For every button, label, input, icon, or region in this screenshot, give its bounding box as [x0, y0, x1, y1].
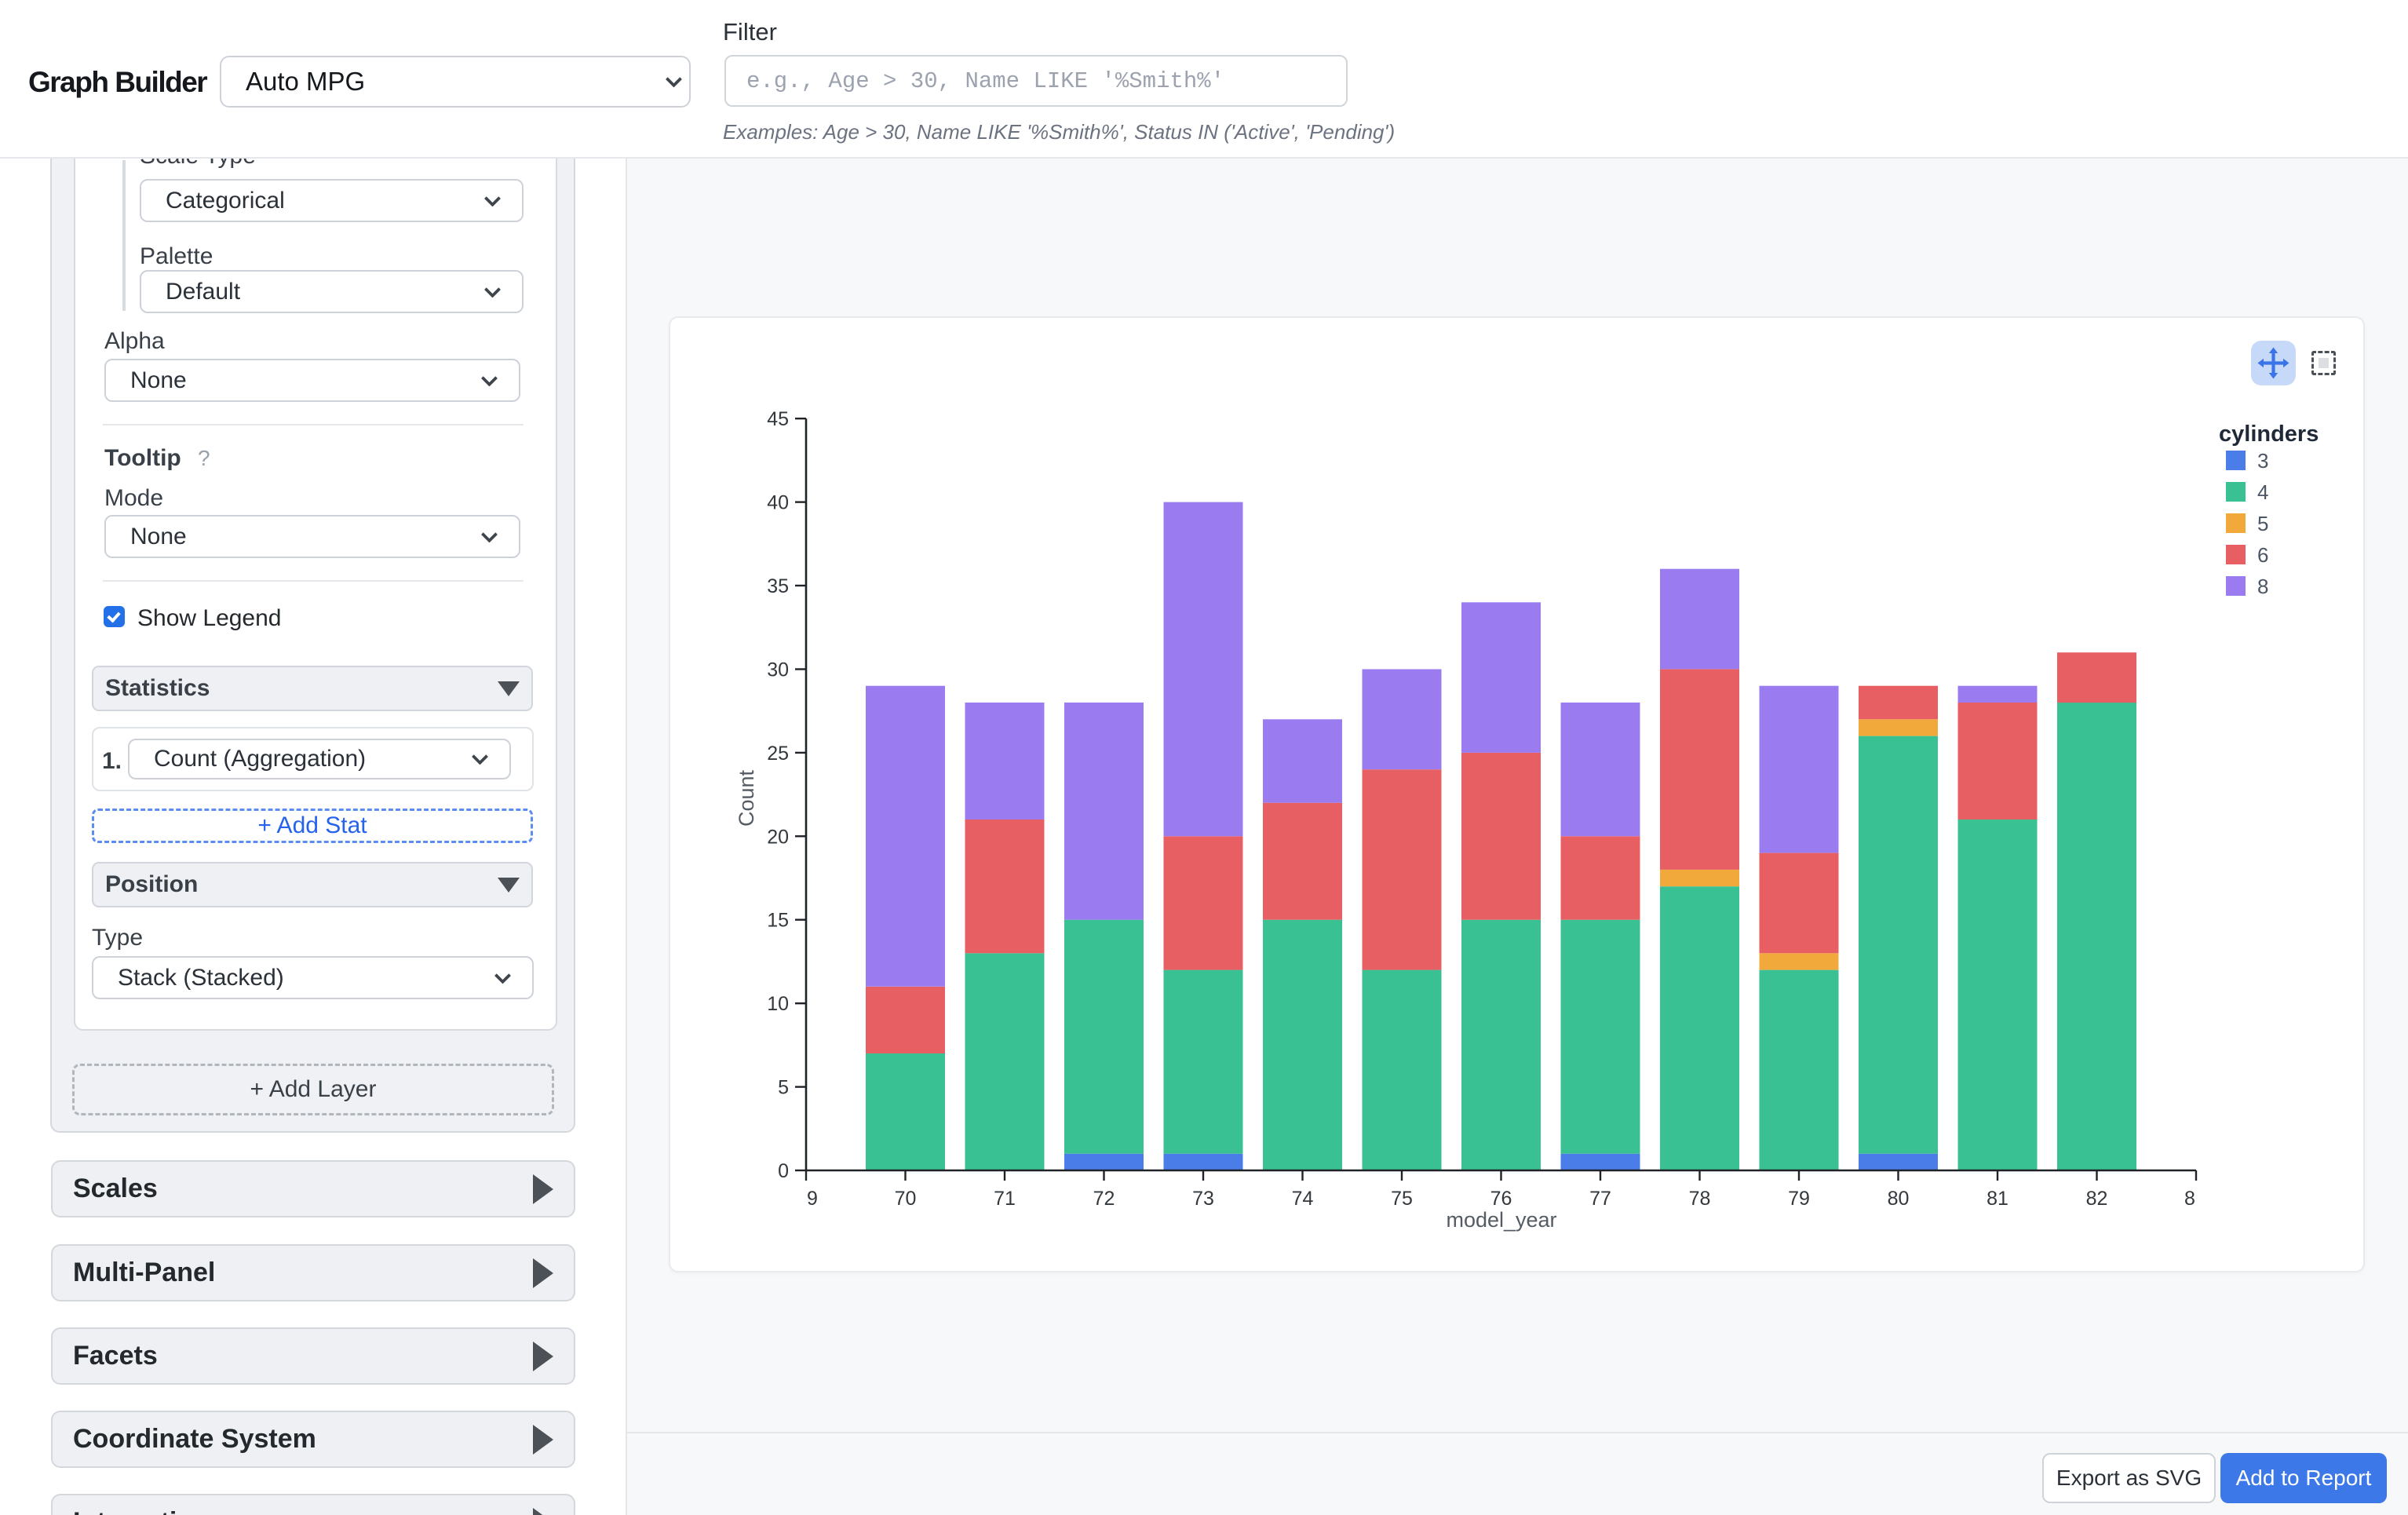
svg-text:8: 8: [2257, 575, 2268, 598]
svg-text:cylinders: cylinders: [2219, 422, 2319, 447]
svg-text:5: 5: [2257, 512, 2268, 535]
svg-text:20: 20: [767, 826, 789, 848]
svg-text:82: 82: [2086, 1188, 2108, 1210]
svg-text:71: 71: [994, 1188, 1016, 1210]
svg-text:72: 72: [1093, 1188, 1115, 1210]
svg-text:3: 3: [2257, 449, 2268, 473]
svg-text:80: 80: [1888, 1188, 1910, 1210]
svg-text:6: 6: [2257, 543, 2268, 567]
svg-text:74: 74: [1292, 1188, 1314, 1210]
svg-text:15: 15: [767, 910, 789, 932]
svg-text:10: 10: [767, 993, 789, 1015]
svg-text:9: 9: [807, 1188, 818, 1210]
svg-text:79: 79: [1788, 1188, 1810, 1210]
svg-text:76: 76: [1490, 1188, 1512, 1210]
svg-text:77: 77: [1589, 1188, 1611, 1210]
svg-text:40: 40: [767, 492, 789, 514]
svg-text:Count: Count: [735, 769, 758, 827]
svg-text:0: 0: [778, 1160, 789, 1182]
svg-text:78: 78: [1689, 1188, 1711, 1210]
svg-text:73: 73: [1192, 1188, 1214, 1210]
svg-text:30: 30: [767, 659, 789, 681]
svg-text:35: 35: [767, 575, 789, 597]
svg-text:5: 5: [778, 1077, 789, 1099]
svg-text:70: 70: [895, 1188, 917, 1210]
svg-text:75: 75: [1391, 1188, 1413, 1210]
svg-text:8: 8: [2184, 1188, 2195, 1210]
svg-text:model_year: model_year: [1446, 1208, 1556, 1232]
svg-text:25: 25: [767, 743, 789, 765]
svg-text:4: 4: [2257, 480, 2268, 504]
svg-text:45: 45: [767, 408, 789, 430]
svg-text:81: 81: [1987, 1188, 2008, 1210]
